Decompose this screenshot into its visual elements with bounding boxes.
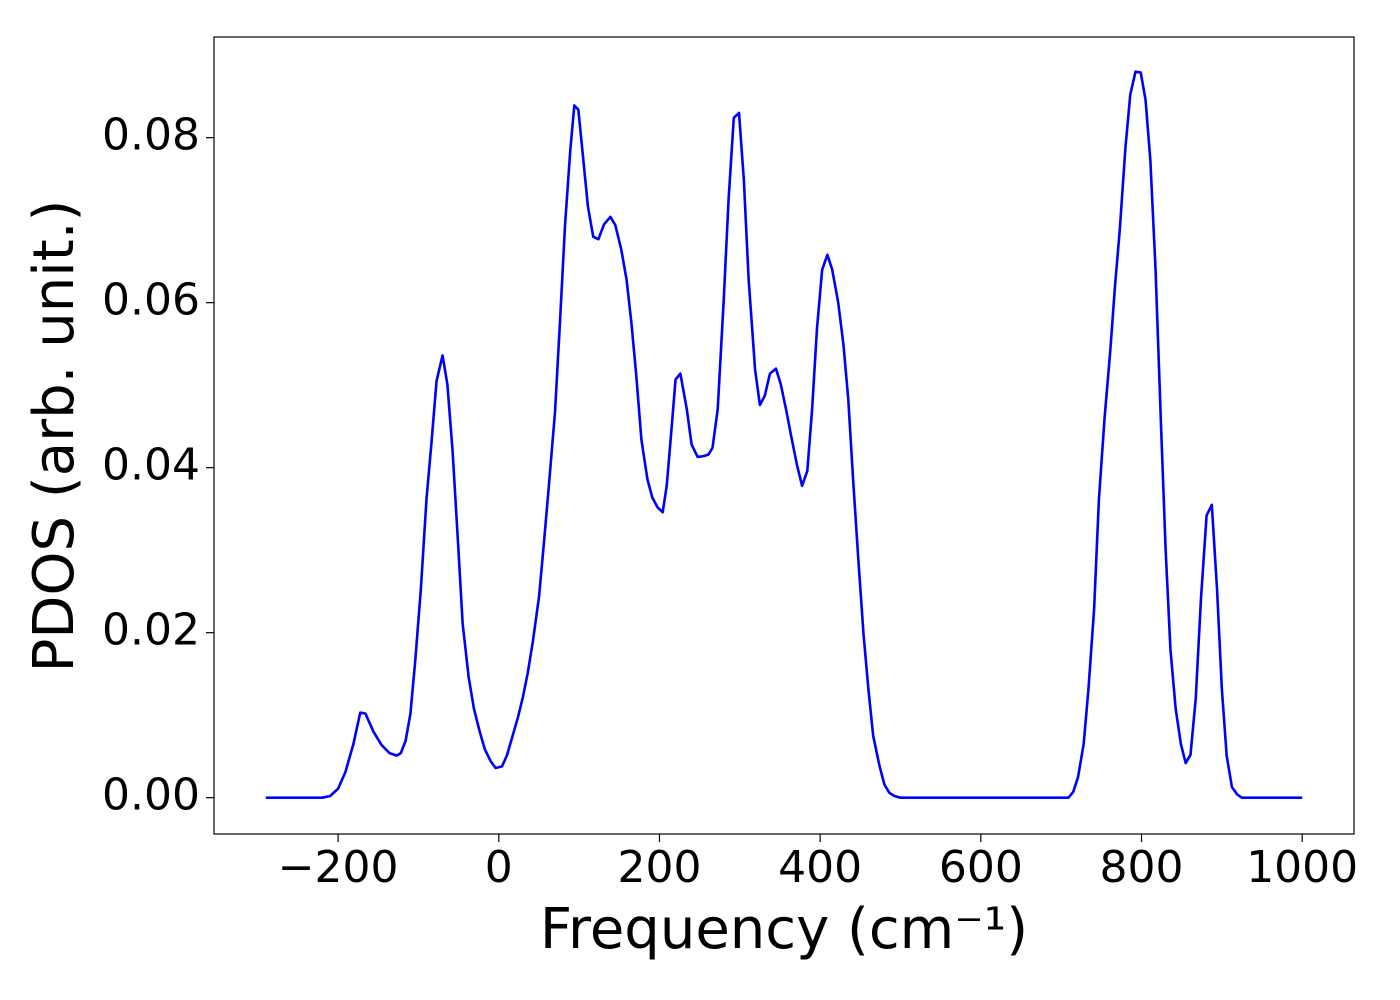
y-tick-label: 0.06 xyxy=(102,275,200,326)
x-tick-label: 0 xyxy=(485,842,513,893)
y-tick-label: 0.00 xyxy=(102,770,200,821)
y-axis-label: PDOS (arb. unit.) xyxy=(22,200,87,673)
x-axis-label: Frequency (cm⁻¹) xyxy=(540,897,1028,962)
y-tick-label: 0.04 xyxy=(102,440,200,491)
x-tick-label: −200 xyxy=(278,842,399,893)
x-tick-label: 1000 xyxy=(1246,842,1358,893)
data-line xyxy=(265,70,1303,799)
x-tick-label: 800 xyxy=(1100,842,1184,893)
y-tick-label: 0.02 xyxy=(102,605,200,656)
y-tick-label: 0.08 xyxy=(102,110,200,161)
x-tick-label: 200 xyxy=(617,842,701,893)
x-tick-label: 400 xyxy=(778,842,862,893)
plot-frame xyxy=(213,36,1355,835)
x-tick-label: 600 xyxy=(939,842,1023,893)
